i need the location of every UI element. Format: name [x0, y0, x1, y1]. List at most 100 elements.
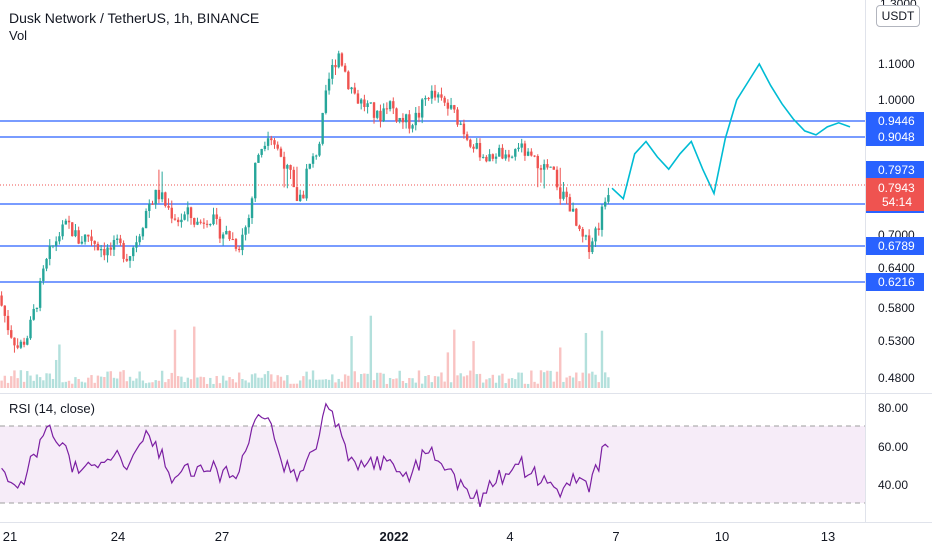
volume-bar	[148, 382, 151, 388]
volume-bar	[388, 377, 392, 388]
volume-bar	[446, 352, 450, 388]
candle	[48, 239, 51, 266]
candle	[363, 94, 366, 112]
candle	[167, 198, 170, 210]
volume-bars	[0, 315, 610, 388]
candle	[542, 159, 546, 189]
candle	[347, 70, 350, 90]
volume-bar	[420, 383, 424, 388]
volume-bar	[244, 380, 247, 388]
candle	[61, 220, 64, 240]
volume-bar	[225, 380, 228, 388]
volume-bar	[498, 375, 501, 388]
volume-bar	[96, 375, 100, 388]
candle	[148, 199, 151, 218]
volume-bar	[103, 377, 106, 388]
currency-button[interactable]: USDT	[876, 5, 920, 27]
candle	[35, 307, 39, 313]
candle	[221, 232, 225, 246]
candle	[350, 86, 353, 94]
candle	[437, 92, 440, 103]
candle	[559, 167, 562, 205]
volume-bar	[61, 382, 64, 388]
volume-bar	[218, 383, 222, 388]
candle	[533, 155, 536, 158]
candle	[575, 207, 578, 227]
volume-bar	[549, 370, 552, 388]
volume-bar	[546, 370, 549, 388]
candle	[279, 146, 283, 158]
volume-bar	[87, 377, 90, 388]
candle	[578, 224, 581, 232]
candle	[327, 72, 331, 95]
candle	[250, 196, 254, 224]
candle	[539, 164, 543, 183]
candle	[449, 97, 453, 111]
volume-bar	[334, 382, 337, 388]
price-axis-label: 0.4800	[878, 371, 915, 385]
volume-bar	[135, 378, 138, 388]
candle	[433, 84, 437, 101]
rsi-axis-label-80: 80.00	[878, 401, 908, 415]
candle	[112, 235, 116, 257]
volume-bar	[578, 381, 581, 388]
volume-bar	[504, 383, 507, 388]
volume-bar	[542, 372, 546, 388]
candle	[109, 242, 112, 256]
candle	[16, 338, 19, 350]
projection-path[interactable]	[611, 62, 851, 201]
volume-bar	[282, 380, 286, 388]
level-badge-label: 0.6789	[878, 239, 915, 253]
volume-bar	[555, 371, 559, 388]
candle	[334, 59, 337, 76]
candle	[597, 222, 600, 236]
volume-bar	[369, 315, 373, 388]
volume-bar	[366, 373, 369, 388]
volume-bar	[51, 378, 55, 388]
candle	[38, 277, 42, 312]
candle	[257, 153, 260, 163]
candle	[376, 110, 379, 120]
candle	[19, 339, 23, 350]
time-axis-label: 27	[215, 529, 229, 544]
rsi-axis-label-60: 60.00	[878, 440, 908, 454]
volume-bar	[469, 370, 472, 388]
rsi-axis-label-40: 40.00	[878, 478, 908, 492]
volume-bar	[571, 377, 575, 388]
rsi-indicator-label[interactable]: RSI (14, close)	[9, 401, 95, 416]
symbol-title[interactable]: Dusk Network / TetherUS, 1h, BINANCE	[9, 10, 260, 26]
volume-bar	[16, 378, 19, 388]
candle	[218, 216, 222, 244]
volume-bar	[26, 371, 29, 388]
volume-bar	[433, 376, 437, 388]
candle	[292, 166, 295, 188]
candle	[176, 217, 180, 227]
volume-bar	[587, 373, 591, 388]
volume-bar	[183, 382, 186, 388]
volume-bar	[29, 375, 32, 388]
rsi-line	[1, 402, 609, 508]
candle	[581, 226, 584, 243]
candle	[93, 240, 96, 251]
candle	[571, 202, 575, 212]
candle	[372, 101, 376, 124]
candle	[286, 163, 289, 189]
volume-bar	[414, 382, 417, 388]
candle	[356, 89, 360, 105]
candle	[549, 166, 552, 168]
time-axis[interactable]: 21 24 27 2022 4 7 10 13	[3, 529, 835, 544]
volume-indicator-label[interactable]: Vol	[9, 28, 28, 43]
candle	[404, 113, 408, 129]
volume-bar	[266, 370, 270, 388]
volume-bar	[331, 374, 334, 388]
candle	[132, 246, 135, 262]
candle	[311, 153, 315, 168]
volume-bar	[276, 375, 279, 388]
price-axis[interactable]: 1.10001.00000.70000.64000.58000.53000.48…	[878, 57, 915, 385]
volume-bar	[157, 380, 161, 388]
volume-bar	[167, 379, 170, 388]
candle	[443, 95, 446, 107]
candle	[266, 131, 270, 151]
candle	[488, 149, 491, 162]
